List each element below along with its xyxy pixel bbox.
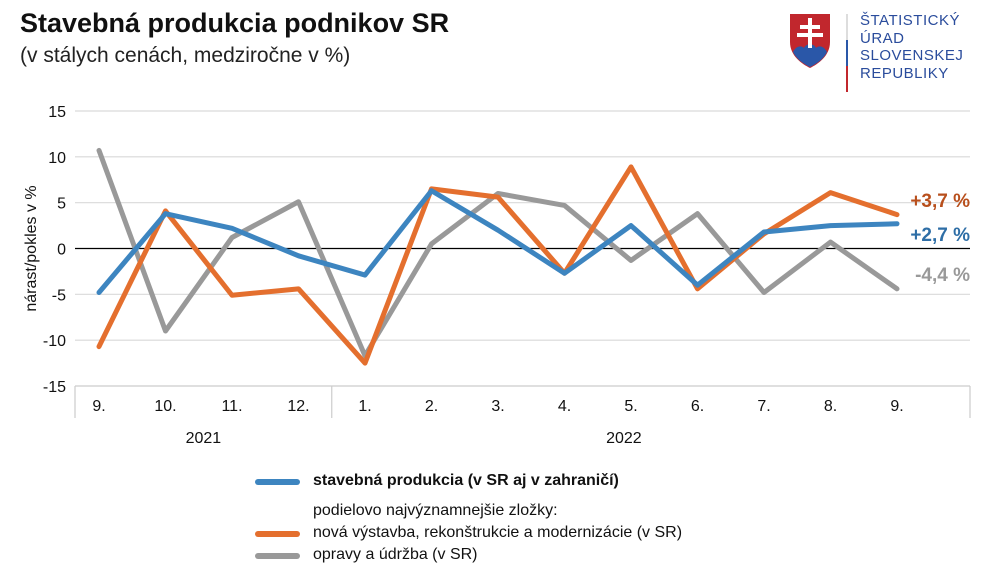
y-tick-label: -10	[43, 333, 66, 350]
x-tick-label: 8.	[824, 398, 837, 415]
legend-swatch-gray	[255, 553, 300, 559]
x-tick-label: 7.	[757, 398, 770, 415]
series-line	[96, 164, 900, 366]
logo: ŠTATISTICKÝ ÚRAD SLOVENSKEJ REPUBLIKY	[788, 12, 988, 92]
series-line	[96, 147, 900, 359]
page-title: Stavebná produkcia podnikov SR	[20, 8, 450, 38]
x-tick-label: 5.	[624, 398, 637, 415]
end-value-label: +3,7 %	[910, 191, 970, 212]
y-tick-label: 5	[57, 196, 66, 213]
line-chart: 15 10 5 0 -5 -10 -15 nárast/pokles v % 9. 10. 11. 1…	[23, 104, 971, 447]
legend-swatch-orange	[255, 531, 300, 537]
x-tick-label: 11.	[221, 398, 242, 415]
x-tick-label: 12.	[287, 398, 309, 415]
y-axis-label: nárast/pokles v %	[23, 185, 40, 311]
legend-note: podielovo najvýznamnejšie zložky:	[313, 502, 558, 519]
x-tick-label: 9.	[92, 398, 105, 415]
y-tick-label: 15	[48, 104, 66, 121]
year-label: 2021	[186, 430, 222, 447]
y-tick-label: -15	[43, 379, 66, 396]
x-tick-label: 10.	[154, 398, 176, 415]
x-tick-label: 6.	[691, 398, 704, 415]
x-tick-label: 1.	[358, 398, 371, 415]
end-value-label: -4,4 %	[915, 265, 970, 286]
x-tick-label: 9.	[890, 398, 903, 415]
legend-item: nová výstavba, rekonštrukcie a modernizá…	[313, 524, 683, 541]
x-tick-label: 2.	[425, 398, 438, 415]
legend-item: stavebná produkcia (v SR aj v zahraničí)	[313, 472, 619, 489]
logo-line: ÚRAD	[860, 29, 905, 47]
x-tick-label: 3.	[491, 398, 504, 415]
legend-swatch-blue	[255, 479, 300, 485]
x-tick-label: 4.	[558, 398, 571, 415]
y-tick-label: 10	[48, 150, 66, 167]
legend-item: opravy a údržba (v SR)	[313, 546, 478, 563]
logo-line: SLOVENSKEJ	[860, 47, 964, 64]
coat-of-arms-icon	[790, 14, 830, 68]
logo-line: REPUBLIKY	[860, 64, 949, 82]
end-value-label: +2,7 %	[910, 225, 970, 246]
logo-line: ŠTATISTICKÝ	[860, 12, 960, 29]
y-tick-label: -5	[52, 287, 66, 304]
page-subtitle: (v stálych cenách, medziročne v %)	[20, 44, 351, 67]
year-label: 2022	[606, 430, 642, 447]
y-tick-label: 0	[57, 242, 66, 259]
